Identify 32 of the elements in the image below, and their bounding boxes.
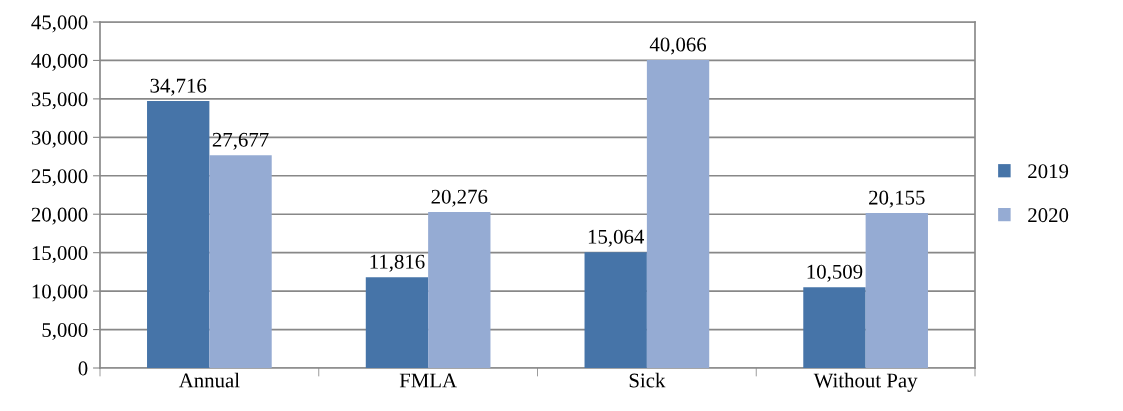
y-tick-label: 20,000 [31,207,88,225]
y-tick-label: 35,000 [31,92,88,110]
y-tick-label: 40,000 [31,53,88,71]
bar [803,287,866,368]
data-label: 40,066 [649,37,707,55]
x-tick-label: Sick [629,372,666,388]
bar [584,252,647,368]
data-label: 20,276 [431,189,488,207]
bar [365,277,429,368]
y-tick-label: 25,000 [31,169,88,187]
legend-label: 2020 [1028,208,1069,223]
data-label: 11,816 [370,254,425,272]
y-tick-label: 5,000 [42,322,88,340]
x-tick-label: Annual [178,372,240,388]
y-tick-label: 30,000 [31,130,88,148]
y-tick-label: 15,000 [32,246,88,264]
bar [147,101,210,368]
data-label: 34,716 [150,78,207,96]
data-label: 10,509 [807,264,863,282]
data-label: 27,677 [212,132,269,150]
bar [428,212,491,368]
data-label: 15,064 [588,229,645,247]
bar [209,155,272,368]
legend-label: 2019 [1028,164,1069,179]
bar [865,213,928,368]
bar [646,59,710,368]
data-label: 20,155 [869,190,925,208]
y-tick-label: 0 [78,361,88,376]
y-tick-label: 10,000 [32,284,88,302]
y-tick-label: 45,000 [31,15,88,33]
x-tick-label: FMLA [399,373,457,388]
x-tick-label: Without Pay [813,372,918,392]
